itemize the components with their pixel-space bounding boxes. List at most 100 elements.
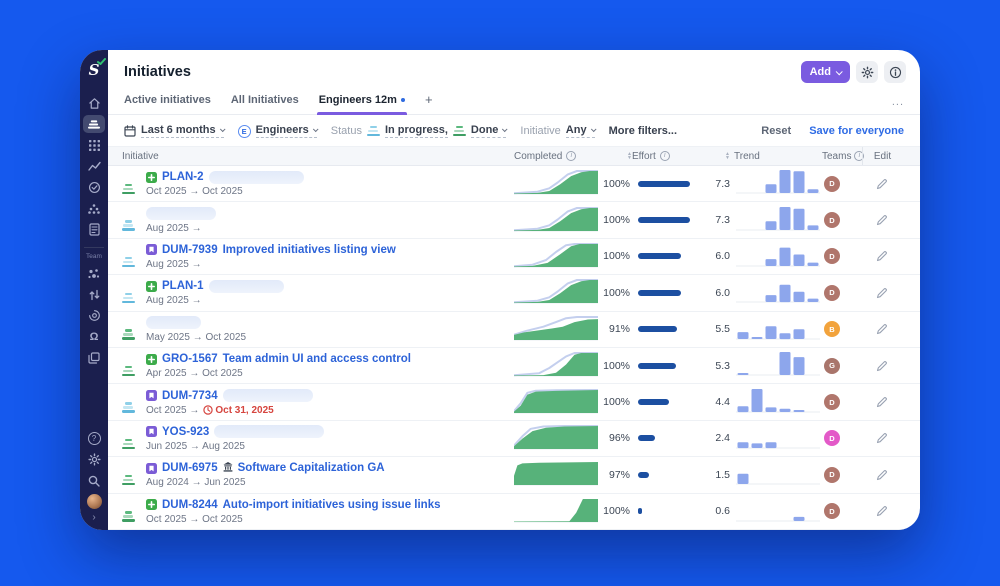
info-icon[interactable]: i	[659, 151, 670, 161]
completed-percent: 100%	[603, 177, 630, 190]
table-row[interactable]: PLAN-1 Aug 2025 → 100% 6.0 D	[108, 275, 920, 312]
initiative-key-link[interactable]: DUM-8244	[162, 498, 218, 511]
initiative-key-link[interactable]: DUM-7939	[162, 243, 218, 256]
initiative-title-link[interactable]: Team admin UI and access control	[222, 353, 411, 366]
edit-icon[interactable]	[876, 505, 888, 517]
settings-button[interactable]	[856, 61, 878, 83]
sidebar-item-copies[interactable]	[83, 347, 105, 368]
edit-icon[interactable]	[876, 360, 888, 372]
status-filter-in-progress[interactable]: In progress,	[384, 124, 448, 138]
save-for-everyone-button[interactable]: Save for everyone	[809, 125, 904, 137]
sidebar-item-search[interactable]	[83, 470, 105, 491]
reset-filters-button[interactable]: Reset	[761, 125, 792, 137]
team-avatar[interactable]: B	[824, 321, 840, 338]
info-button[interactable]	[884, 61, 906, 83]
initiative-title-link[interactable]: Software Capitalization GA	[237, 462, 385, 475]
team-avatar[interactable]: D	[824, 212, 840, 229]
initiative-key-link[interactable]: PLAN-1	[162, 280, 204, 293]
info-icon[interactable]: i	[566, 151, 577, 161]
effort-value: 2.4	[715, 432, 730, 445]
initiative-key-link[interactable]: YOS-923	[162, 425, 210, 438]
team-avatar[interactable]: D	[824, 248, 840, 265]
trend-chart	[730, 240, 822, 273]
sidebar-item-team-overview[interactable]	[83, 263, 105, 284]
add-tab-button[interactable]: +	[424, 92, 433, 107]
team-avatar[interactable]: D	[824, 284, 840, 301]
edit-icon[interactable]	[876, 323, 888, 335]
edit-icon[interactable]	[876, 178, 888, 190]
completed-chart	[513, 167, 598, 200]
more-filters-button[interactable]: More filters...	[608, 125, 678, 137]
sidebar-item-initiatives[interactable]	[83, 115, 105, 133]
team-avatar[interactable]: D	[824, 466, 840, 483]
grid-icon	[88, 140, 100, 151]
sort-icon[interactable]: ▲ ▼	[627, 150, 632, 161]
sort-icon[interactable]: ▲ ▼	[725, 150, 730, 161]
initiative-key-link[interactable]: GRO-1567	[162, 353, 218, 366]
sidebar-item-settings[interactable]	[83, 449, 105, 470]
team-filter[interactable]: Engineers	[255, 124, 319, 138]
calculator-icon	[88, 223, 100, 236]
sidebar-collapse[interactable]: ›	[83, 512, 105, 524]
sidebar-item-apps[interactable]	[83, 135, 105, 156]
gear-icon	[87, 453, 101, 466]
initiative-key-link[interactable]: DUM-7734	[162, 389, 218, 402]
effort-bar	[638, 471, 649, 478]
info-icon[interactable]: i	[854, 151, 865, 161]
column-completed[interactable]: Completed i ▲ ▼	[514, 150, 632, 162]
sidebar-item-home[interactable]	[83, 93, 105, 114]
table-row[interactable]: PLAN-2 Oct 2025 → Oct 2025 100% 7.3 D	[108, 166, 920, 203]
table-row[interactable]: DUM-7939 Improved initiatives listing vi…	[108, 239, 920, 276]
sidebar-item-omega[interactable]: Ω	[83, 326, 105, 347]
edit-icon[interactable]	[876, 469, 888, 481]
swarmia-logo[interactable]: S	[83, 57, 106, 83]
sidebar-item-reports[interactable]	[83, 219, 105, 240]
sidebar-item-help[interactable]: ?	[83, 428, 105, 449]
column-teams: Teams i	[822, 151, 865, 162]
line-chart-icon	[87, 161, 101, 171]
table-row[interactable]: Aug 2025 → 100% 7.3 D	[108, 202, 920, 239]
sidebar-item-pull-requests[interactable]	[83, 284, 105, 305]
status-filter-done[interactable]: Done	[470, 124, 508, 138]
sidebar-item-goals[interactable]	[83, 177, 105, 198]
tab-overflow-menu[interactable]: ...	[891, 96, 904, 108]
team-members-icon	[88, 268, 100, 278]
edit-icon[interactable]	[876, 432, 888, 444]
table-row[interactable]: DUM-7734 Oct 2025 → Oct 31, 2025 100% 4.…	[108, 384, 920, 421]
sidebar-item-insights[interactable]	[83, 156, 105, 177]
tab-1[interactable]: All Initiatives	[230, 94, 299, 106]
table-row[interactable]: DUM-8244 Auto-import initiatives using i…	[108, 494, 920, 530]
sidebar-item-working-agreements[interactable]	[83, 305, 105, 326]
date-range-filter[interactable]: Last 6 months	[141, 124, 226, 138]
column-effort[interactable]: Effort i ▲ ▼	[632, 150, 730, 162]
team-avatar[interactable]: D	[824, 175, 840, 192]
edit-icon[interactable]	[876, 250, 888, 262]
initiative-dates: May 2025 → Oct 2025	[146, 331, 247, 343]
sidebar-item-flow[interactable]	[83, 198, 105, 219]
table-row[interactable]: DUM-6975 Software Capitalization GA Aug …	[108, 457, 920, 494]
edit-icon[interactable]	[876, 287, 888, 299]
trend-chart	[730, 349, 822, 382]
tab-0[interactable]: Active initiatives	[124, 94, 211, 106]
effort-value: 5.3	[715, 359, 730, 372]
table-row[interactable]: YOS-923 Jun 2025 → Aug 2025 96% 2.4 D	[108, 421, 920, 458]
initiative-title-link[interactable]: Auto-import initiatives using issue link…	[222, 498, 441, 511]
tab-2[interactable]: Engineers 12m	[316, 94, 408, 115]
sidebar-item-profile[interactable]	[83, 491, 105, 512]
team-avatar[interactable]: D	[824, 430, 840, 447]
initiative-title-link[interactable]: Improved initiatives listing view	[222, 243, 396, 256]
initiative-key-link[interactable]: PLAN-2	[162, 171, 204, 184]
table-row[interactable]: May 2025 → Oct 2025 91% 5.5 B	[108, 312, 920, 348]
team-avatar[interactable]: D	[824, 394, 840, 411]
edit-icon[interactable]	[876, 214, 888, 226]
team-avatar[interactable]: G	[824, 357, 840, 374]
trend-chart	[730, 204, 822, 237]
sidebar-section-team: Team	[84, 247, 104, 260]
add-button[interactable]: Add	[800, 61, 850, 83]
table-row[interactable]: GRO-1567 Team admin UI and access contro…	[108, 348, 920, 385]
edit-icon[interactable]	[876, 396, 888, 408]
initiative-filter[interactable]: Any	[565, 124, 597, 138]
trend-chart	[730, 386, 822, 419]
initiative-key-link[interactable]: DUM-6975	[162, 462, 218, 475]
team-avatar[interactable]: D	[824, 503, 840, 520]
